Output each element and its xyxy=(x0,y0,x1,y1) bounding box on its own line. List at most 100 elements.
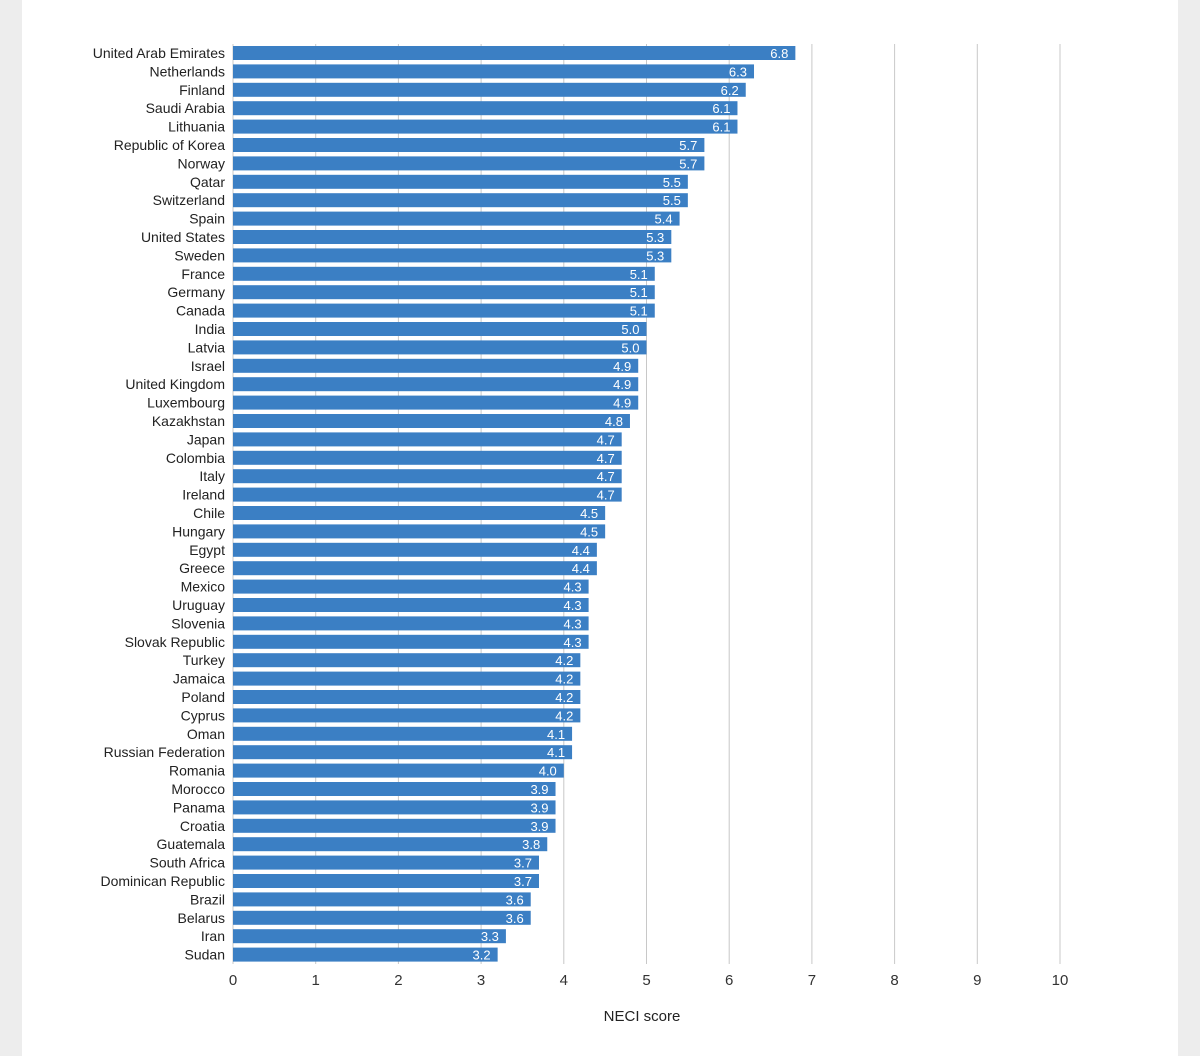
bar xyxy=(233,46,796,60)
value-label: 4.0 xyxy=(539,764,557,779)
value-label: 5.0 xyxy=(621,340,639,355)
bar xyxy=(233,82,746,97)
category-label: Republic of Korea xyxy=(114,137,226,153)
value-label: 4.5 xyxy=(580,524,598,539)
bar xyxy=(233,874,539,888)
category-label: France xyxy=(181,266,225,282)
value-labels: 6.8 6.3 6.2 6.1 6.1 5.7 5.7 5.5 5.5 5.4 5.3 5.3 5.1 5… xyxy=(473,46,789,963)
value-label: 3.6 xyxy=(506,911,524,926)
category-label: Israel xyxy=(191,358,225,374)
category-label: Russian Federation xyxy=(104,744,225,760)
value-label: 6.1 xyxy=(712,120,730,135)
value-label: 5.5 xyxy=(663,175,681,190)
category-label: Oman xyxy=(187,726,225,742)
category-label: Mexico xyxy=(181,579,226,595)
value-label: 5.7 xyxy=(679,156,697,171)
category-label: Romania xyxy=(169,763,225,779)
category-label: Ireland xyxy=(182,487,225,503)
value-label: 4.3 xyxy=(564,616,582,631)
category-label: United States xyxy=(141,229,225,245)
value-label: 5.3 xyxy=(646,230,664,245)
value-label: 4.2 xyxy=(555,653,573,668)
category-label: Cyprus xyxy=(181,707,225,723)
category-label: United Kingdom xyxy=(125,376,225,392)
x-tick-label: 0 xyxy=(229,972,237,989)
value-label: 5.1 xyxy=(630,304,648,319)
bar xyxy=(233,64,755,79)
value-label: 5.1 xyxy=(630,267,648,282)
category-label: Iran xyxy=(201,928,225,944)
bar xyxy=(233,598,589,612)
x-tick-label: 5 xyxy=(642,972,650,989)
category-label: Italy xyxy=(199,468,225,484)
bar xyxy=(233,561,597,576)
value-label: 3.9 xyxy=(530,819,548,834)
bar xyxy=(233,450,622,465)
category-label: Brazil xyxy=(190,891,225,907)
x-tick-label: 7 xyxy=(808,972,816,989)
category-label: Latvia xyxy=(188,339,226,355)
category-label: Poland xyxy=(181,689,225,705)
category-label: Slovenia xyxy=(171,615,225,631)
bar xyxy=(233,653,581,668)
bar xyxy=(233,855,539,870)
bar xyxy=(233,414,630,428)
x-tick-label: 4 xyxy=(560,972,568,989)
value-label: 5.0 xyxy=(621,322,639,337)
category-label: Netherlands xyxy=(150,63,226,79)
bar xyxy=(233,690,581,704)
bar xyxy=(233,101,738,116)
bar xyxy=(233,782,556,796)
value-label: 4.2 xyxy=(555,708,573,723)
value-label: 4.1 xyxy=(547,727,565,742)
bars xyxy=(233,46,796,962)
value-label: 4.3 xyxy=(564,580,582,595)
value-label: 3.9 xyxy=(530,782,548,797)
value-label: 4.3 xyxy=(564,598,582,613)
bar xyxy=(233,726,573,741)
category-label: Croatia xyxy=(180,818,225,834)
category-label: Qatar xyxy=(190,174,225,190)
category-label: Greece xyxy=(179,560,225,576)
value-label: 3.9 xyxy=(530,800,548,815)
category-label: Colombia xyxy=(166,450,225,466)
value-label: 4.8 xyxy=(605,414,623,429)
value-label: 4.7 xyxy=(597,488,615,503)
bar xyxy=(233,542,597,557)
bar xyxy=(233,487,622,502)
value-label: 4.9 xyxy=(613,377,631,392)
category-label: Saudi Arabia xyxy=(146,100,226,116)
value-label: 5.5 xyxy=(663,193,681,208)
x-axis-ticks: 0 1 2 3 4 5 6 7 8 9 10 xyxy=(229,972,1069,989)
bar xyxy=(233,929,506,944)
value-label: 3.2 xyxy=(473,948,491,963)
value-label: 4.3 xyxy=(564,635,582,650)
bar xyxy=(233,837,548,852)
value-label: 6.2 xyxy=(721,83,739,98)
bar xyxy=(233,156,705,171)
bar xyxy=(233,266,655,281)
bar xyxy=(233,303,655,318)
category-label: Turkey xyxy=(183,652,225,668)
bar xyxy=(233,708,581,723)
value-label: 5.1 xyxy=(630,285,648,300)
value-label: 4.7 xyxy=(597,469,615,484)
value-label: 6.1 xyxy=(712,101,730,116)
x-tick-label: 10 xyxy=(1052,972,1069,989)
category-label: Morocco xyxy=(171,781,225,797)
category-label: Switzerland xyxy=(153,192,225,208)
value-label: 6.3 xyxy=(729,64,747,79)
bar xyxy=(233,579,589,594)
value-label: 4.4 xyxy=(572,561,590,576)
bar xyxy=(233,432,622,447)
bar xyxy=(233,358,639,373)
bar xyxy=(233,119,738,134)
bar xyxy=(233,892,531,907)
bar xyxy=(233,193,688,208)
value-label: 5.3 xyxy=(646,248,664,263)
x-tick-label: 3 xyxy=(477,972,485,989)
x-tick-label: 9 xyxy=(973,972,981,989)
category-label: Belarus xyxy=(178,910,225,926)
category-label: Lithuania xyxy=(168,119,225,135)
bar xyxy=(233,947,498,962)
